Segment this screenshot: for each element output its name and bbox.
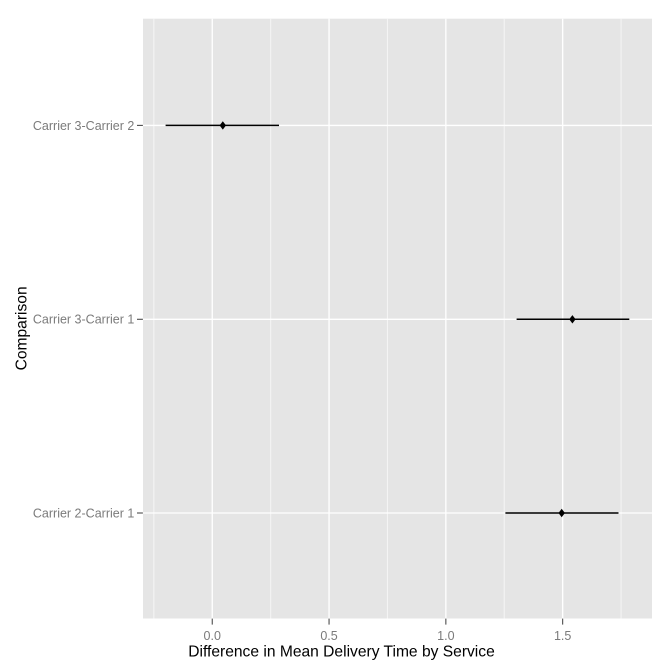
svg-text:Comparison: Comparison (13, 286, 30, 370)
svg-text:1.0: 1.0 (437, 629, 454, 643)
svg-text:0.0: 0.0 (204, 629, 221, 643)
svg-text:1.5: 1.5 (554, 629, 571, 643)
svg-text:Carrier 3-Carrier 1: Carrier 3-Carrier 1 (33, 313, 134, 327)
svg-text:Carrier 2-Carrier 1: Carrier 2-Carrier 1 (33, 506, 134, 520)
svg-text:Carrier 3-Carrier 2: Carrier 3-Carrier 2 (33, 119, 134, 133)
svg-text:Difference in Mean Delivery Ti: Difference in Mean Delivery Time by Serv… (188, 644, 495, 661)
svg-text:0.5: 0.5 (320, 629, 337, 643)
